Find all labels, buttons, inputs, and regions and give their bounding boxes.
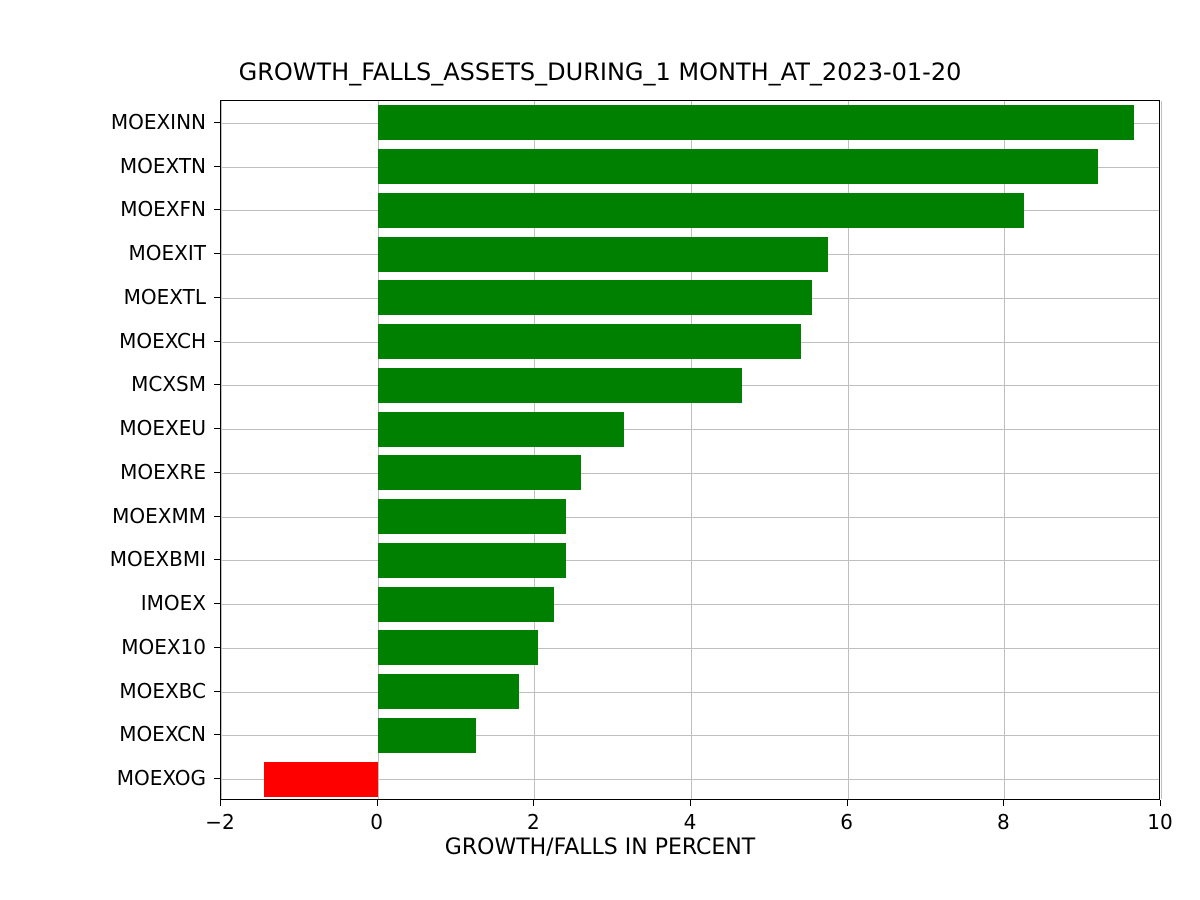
gridline-horizontal: [221, 517, 1159, 518]
ytick-label: MOEXBMI: [0, 547, 206, 571]
gridline-horizontal: [221, 560, 1159, 561]
ytick-mark: [214, 778, 220, 779]
xtick-label: 8: [997, 810, 1010, 834]
ytick-mark: [214, 122, 220, 123]
bar: [378, 455, 582, 490]
ytick-mark: [214, 472, 220, 473]
chart-title: GROWTH_FALLS_ASSETS_DURING_1 MONTH_AT_20…: [0, 58, 1200, 86]
ytick-label: MOEXTL: [0, 285, 206, 309]
ytick-label: MOEXCN: [0, 722, 206, 746]
xtick-mark: [533, 800, 534, 806]
gridline-horizontal: [221, 648, 1159, 649]
bar: [378, 237, 828, 272]
xtick-mark: [1003, 800, 1004, 806]
bar: [378, 543, 566, 578]
bar: [378, 412, 625, 447]
ytick-label: MOEXOG: [0, 766, 206, 790]
ytick-mark: [214, 253, 220, 254]
bar: [378, 368, 742, 403]
bar: [264, 762, 378, 797]
ytick-mark: [214, 516, 220, 517]
xtick-label: 0: [370, 810, 383, 834]
ytick-mark: [214, 166, 220, 167]
ytick-mark: [214, 297, 220, 298]
ytick-label: MOEXBC: [0, 679, 206, 703]
bar: [378, 718, 476, 753]
bar: [378, 630, 539, 665]
xtick-mark: [847, 800, 848, 806]
ytick-mark: [214, 341, 220, 342]
ytick-label: MOEX10: [0, 635, 206, 659]
ytick-label: MOEXRE: [0, 460, 206, 484]
xtick-mark: [690, 800, 691, 806]
plot-area: [221, 101, 1159, 799]
plot-axes: [220, 100, 1160, 800]
bar: [378, 324, 801, 359]
ytick-label: MOEXINN: [0, 110, 206, 134]
xtick-label: 6: [840, 810, 853, 834]
xtick-label: 10: [1147, 810, 1172, 834]
bar: [378, 193, 1024, 228]
gridline-horizontal: [221, 692, 1159, 693]
ytick-label: MOEXTN: [0, 154, 206, 178]
ytick-mark: [214, 603, 220, 604]
ytick-label: MOEXMM: [0, 504, 206, 528]
ytick-label: MCXSM: [0, 372, 206, 396]
ytick-mark: [214, 209, 220, 210]
gridline-horizontal: [221, 473, 1159, 474]
gridline-horizontal: [221, 735, 1159, 736]
gridline-vertical: [221, 101, 222, 799]
ytick-label: IMOEX: [0, 591, 206, 615]
ytick-mark: [214, 428, 220, 429]
xtick-label: 4: [684, 810, 697, 834]
xtick-mark: [220, 800, 221, 806]
bar: [378, 149, 1099, 184]
ytick-mark: [214, 384, 220, 385]
ytick-mark: [214, 734, 220, 735]
ytick-label: MOEXFN: [0, 197, 206, 221]
ytick-mark: [214, 647, 220, 648]
bar: [378, 105, 1134, 140]
bar: [378, 280, 813, 315]
gridline-horizontal: [221, 429, 1159, 430]
xtick-label: −2: [205, 810, 234, 834]
gridline-horizontal: [221, 604, 1159, 605]
xtick-mark: [377, 800, 378, 806]
chart-figure: GROWTH_FALLS_ASSETS_DURING_1 MONTH_AT_20…: [0, 0, 1200, 900]
bar: [378, 674, 519, 709]
bar: [378, 499, 566, 534]
ytick-label: MOEXCH: [0, 329, 206, 353]
ytick-label: MOEXIT: [0, 241, 206, 265]
ytick-label: MOEXEU: [0, 416, 206, 440]
ytick-mark: [214, 691, 220, 692]
x-axis-label: GROWTH/FALLS IN PERCENT: [0, 835, 1200, 860]
xtick-mark: [1160, 800, 1161, 806]
ytick-mark: [214, 559, 220, 560]
gridline-vertical: [1161, 101, 1162, 799]
bar: [378, 587, 554, 622]
xtick-label: 2: [527, 810, 540, 834]
